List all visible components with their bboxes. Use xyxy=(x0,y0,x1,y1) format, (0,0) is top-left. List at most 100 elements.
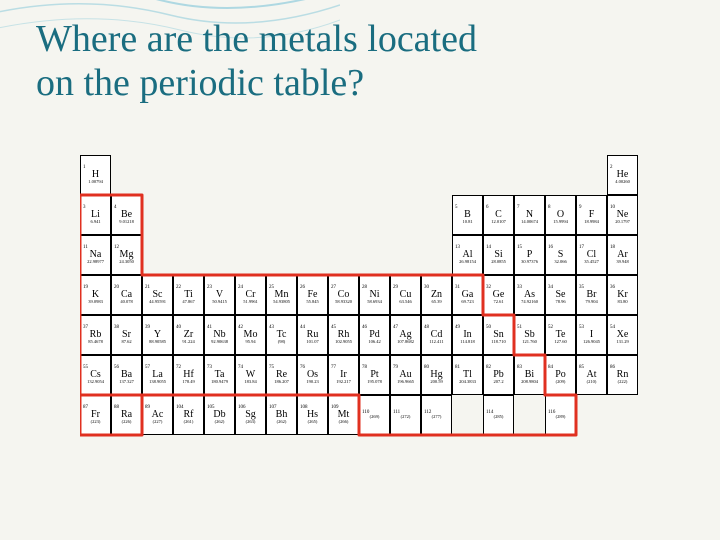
periodic-table-grid: 1H1.007942He4.002603Li6.9414Be9.012185B1… xyxy=(80,155,640,435)
element-cell-Ra: 88Ra(226) xyxy=(111,395,142,435)
element-cell-Y: 39Y88.90585 xyxy=(142,315,173,355)
element-cell-Br: 35Br79.904 xyxy=(576,275,607,315)
element-cell-Sb: 51Sb121.760 xyxy=(514,315,545,355)
element-cell-In: 49In114.818 xyxy=(452,315,483,355)
element-cell-F: 9F18.9984 xyxy=(576,195,607,235)
empty-cell xyxy=(266,195,297,235)
element-cell-Rh: 45Rh102.9055 xyxy=(328,315,359,355)
element-cell-Au: 79Au196.9665 xyxy=(390,355,421,395)
element-cell-Mg: 12Mg24.3050 xyxy=(111,235,142,275)
empty-cell xyxy=(111,155,142,195)
element-cell-Ge: 32Ge72.61 xyxy=(483,275,514,315)
empty-cell xyxy=(235,195,266,235)
element-cell-Ne: 10Ne20.1797 xyxy=(607,195,638,235)
empty-cell xyxy=(390,155,421,195)
element-cell-Ba: 56Ba137.327 xyxy=(111,355,142,395)
element-cell-Mt: 109Mt(266) xyxy=(328,395,359,435)
empty-cell xyxy=(204,155,235,195)
empty-cell xyxy=(266,235,297,275)
element-cell-Kr: 36Kr83.80 xyxy=(607,275,638,315)
element-cell-Tl: 81Tl204.3833 xyxy=(452,355,483,395)
element-cell-Db: 105Db(262) xyxy=(204,395,235,435)
empty-cell xyxy=(421,155,452,195)
empty-cell xyxy=(173,155,204,195)
empty-cell xyxy=(328,235,359,275)
element-cell-Hs: 108Hs(265) xyxy=(297,395,328,435)
element-cell-Rb: 37Rb85.4678 xyxy=(80,315,111,355)
element-cell-Ir: 77Ir192.217 xyxy=(328,355,359,395)
element-cell-Zn: 30Zn65.39 xyxy=(421,275,452,315)
slide-title: Where are the metals located on the peri… xyxy=(36,18,477,105)
empty-cell xyxy=(452,395,483,435)
element-cell-Pt: 78Pt195.078 xyxy=(359,355,390,395)
element-cell-Ru: 44Ru101.07 xyxy=(297,315,328,355)
empty-cell xyxy=(142,155,173,195)
element-cell-Bi: 83Bi208.9804 xyxy=(514,355,545,395)
element-cell-Sn: 50Sn118.710 xyxy=(483,315,514,355)
empty-cell xyxy=(297,155,328,195)
element-cell-Fr: 87Fr(223) xyxy=(80,395,111,435)
element-cell-Po: 84Po(209) xyxy=(545,355,576,395)
element-cell-116: 116(289) xyxy=(545,395,576,435)
element-cell-K: 19K39.0983 xyxy=(80,275,111,315)
element-cell-114: 114(285) xyxy=(483,395,514,435)
empty-cell xyxy=(142,235,173,275)
empty-cell xyxy=(514,395,545,435)
element-cell-Te: 52Te127.60 xyxy=(545,315,576,355)
element-cell-At: 85At(210) xyxy=(576,355,607,395)
element-cell-S: 16S32.066 xyxy=(545,235,576,275)
element-cell-Bh: 107Bh(262) xyxy=(266,395,297,435)
title-line-1: Where are the metals located xyxy=(36,18,477,60)
empty-cell xyxy=(297,235,328,275)
element-cell-Cu: 29Cu63.546 xyxy=(390,275,421,315)
element-cell-Cd: 48Cd112.411 xyxy=(421,315,452,355)
element-cell-Ca: 20Ca40.078 xyxy=(111,275,142,315)
element-cell-Sr: 38Sr87.62 xyxy=(111,315,142,355)
empty-cell xyxy=(452,155,483,195)
element-cell-N: 7N14.00674 xyxy=(514,195,545,235)
empty-cell xyxy=(204,235,235,275)
element-cell-112: 112(277) xyxy=(421,395,452,435)
empty-cell xyxy=(173,235,204,275)
empty-cell xyxy=(390,195,421,235)
element-cell-Ar: 18Ar39.948 xyxy=(607,235,638,275)
element-cell-Sc: 21Sc44.95591 xyxy=(142,275,173,315)
element-cell-Hf: 72Hf178.49 xyxy=(173,355,204,395)
element-cell-Pb: 82Pb207.2 xyxy=(483,355,514,395)
element-cell-Si: 14Si28.0855 xyxy=(483,235,514,275)
element-cell-Mn: 25Mn54.93805 xyxy=(266,275,297,315)
element-cell-Ag: 47Ag107.8682 xyxy=(390,315,421,355)
empty-cell xyxy=(204,195,235,235)
empty-cell xyxy=(359,195,390,235)
element-cell-Li: 3Li6.941 xyxy=(80,195,111,235)
empty-cell xyxy=(483,155,514,195)
element-cell-La: 57La138.9055 xyxy=(142,355,173,395)
empty-cell xyxy=(328,195,359,235)
element-cell-110: 110(269) xyxy=(359,395,390,435)
element-cell-Pd: 46Pd106.42 xyxy=(359,315,390,355)
element-cell-I: 53I126.9045 xyxy=(576,315,607,355)
element-cell-Fe: 26Fe55.845 xyxy=(297,275,328,315)
empty-cell xyxy=(607,395,638,435)
element-cell-Rf: 104Rf(261) xyxy=(173,395,204,435)
element-cell-Hg: 80Hg200.59 xyxy=(421,355,452,395)
element-cell-Cr: 24Cr51.9961 xyxy=(235,275,266,315)
element-cell-Ga: 31Ga69.723 xyxy=(452,275,483,315)
element-cell-Rn: 86Rn(222) xyxy=(607,355,638,395)
element-cell-He: 2He4.00260 xyxy=(607,155,638,195)
element-cell-O: 8O15.9994 xyxy=(545,195,576,235)
empty-cell xyxy=(421,195,452,235)
element-cell-W: 74W183.84 xyxy=(235,355,266,395)
element-cell-Ac: 89Ac(227) xyxy=(142,395,173,435)
element-cell-Zr: 40Zr91.224 xyxy=(173,315,204,355)
empty-cell xyxy=(142,195,173,235)
element-cell-Re: 75Re186.207 xyxy=(266,355,297,395)
empty-cell xyxy=(514,155,545,195)
element-cell-Ti: 22Ti47.867 xyxy=(173,275,204,315)
element-cell-Ni: 28Ni58.6934 xyxy=(359,275,390,315)
empty-cell xyxy=(297,195,328,235)
element-cell-Se: 34Se78.96 xyxy=(545,275,576,315)
element-cell-Al: 13Al26.98154 xyxy=(452,235,483,275)
periodic-table-container: 1H1.007942He4.002603Li6.9414Be9.012185B1… xyxy=(80,155,640,435)
element-cell-Cl: 17Cl35.4527 xyxy=(576,235,607,275)
